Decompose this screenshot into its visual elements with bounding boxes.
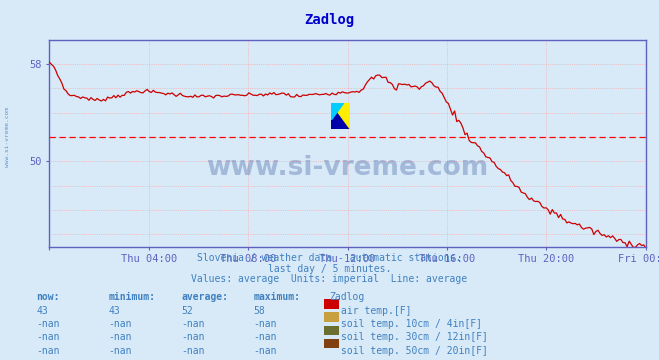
Text: -nan: -nan [181,319,205,329]
Text: www.si-vreme.com: www.si-vreme.com [5,107,11,167]
Text: 58: 58 [254,306,266,316]
Text: -nan: -nan [36,332,60,342]
Text: maximum:: maximum: [254,292,301,302]
Text: 52: 52 [181,306,193,316]
Text: -nan: -nan [109,346,132,356]
Text: -nan: -nan [254,332,277,342]
Polygon shape [331,103,350,129]
Polygon shape [331,103,350,129]
Text: average:: average: [181,292,228,302]
Text: Zadlog: Zadlog [330,292,364,302]
Text: Slovenia / weather data - automatic stations.: Slovenia / weather data - automatic stat… [197,253,462,263]
Text: minimum:: minimum: [109,292,156,302]
Text: -nan: -nan [254,319,277,329]
Text: -nan: -nan [36,319,60,329]
Text: -nan: -nan [36,346,60,356]
Text: now:: now: [36,292,60,302]
Polygon shape [331,103,350,129]
Text: soil temp. 10cm / 4in[F]: soil temp. 10cm / 4in[F] [341,319,482,329]
Text: -nan: -nan [181,346,205,356]
Text: 43: 43 [36,306,48,316]
Text: -nan: -nan [109,319,132,329]
Text: -nan: -nan [254,346,277,356]
Text: www.si-vreme.com: www.si-vreme.com [206,155,489,181]
Text: soil temp. 30cm / 12in[F]: soil temp. 30cm / 12in[F] [341,332,488,342]
Text: air temp.[F]: air temp.[F] [341,306,412,316]
Polygon shape [331,103,343,120]
Text: last day / 5 minutes.: last day / 5 minutes. [268,264,391,274]
Text: 43: 43 [109,306,121,316]
Text: Values: average  Units: imperial  Line: average: Values: average Units: imperial Line: av… [191,274,468,284]
Text: -nan: -nan [109,332,132,342]
Text: Zadlog: Zadlog [304,13,355,27]
Text: -nan: -nan [181,332,205,342]
Text: soil temp. 50cm / 20in[F]: soil temp. 50cm / 20in[F] [341,346,488,356]
